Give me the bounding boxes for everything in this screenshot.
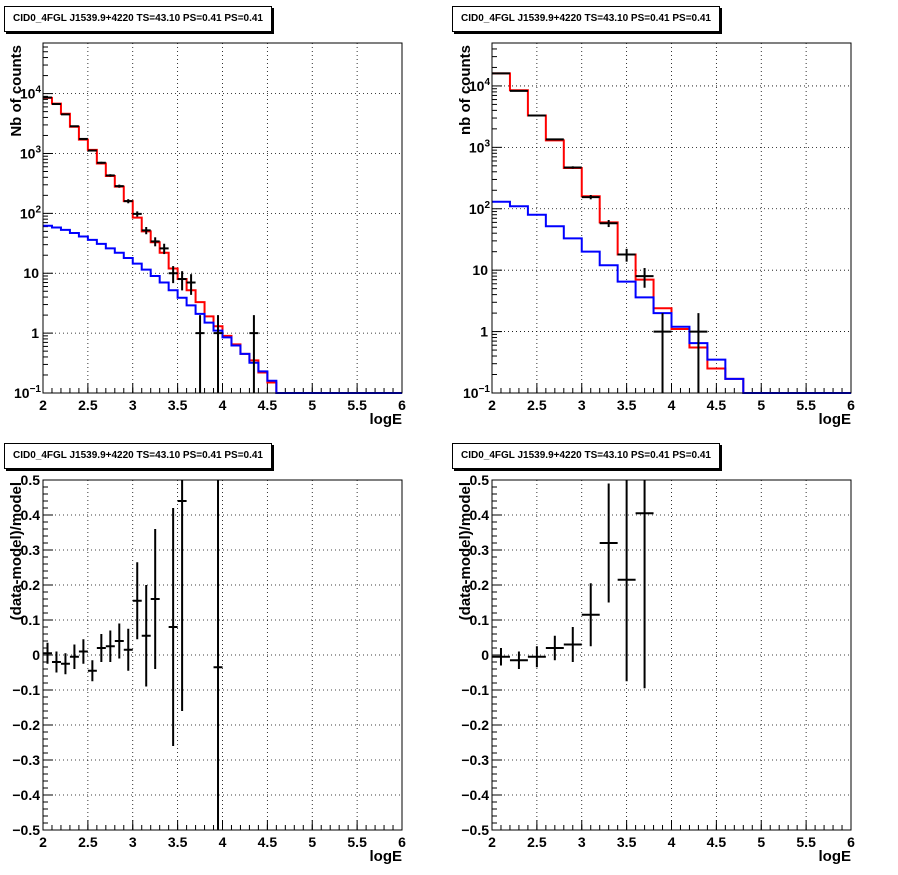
y-tick-label: −0.1 [12, 682, 40, 698]
x-tick-label: 2 [39, 397, 47, 413]
x-tick-label: 3 [578, 397, 586, 413]
y-tick-label: 0.2 [21, 577, 41, 593]
x-tick-label: 2.5 [78, 397, 98, 413]
x-tick-label: 5 [308, 834, 316, 850]
x-tick-label: 4.5 [258, 834, 278, 850]
y-tick-label: −0.3 [461, 752, 489, 768]
y-axis-label: Nb of counts [8, 45, 25, 137]
y-tick-label: 0.3 [21, 542, 41, 558]
y-axis-label: nb of counts [457, 45, 474, 135]
x-tick-label: 2 [488, 834, 496, 850]
x-tick-label: 6 [398, 834, 406, 850]
panel-title: CID0_4FGL J1539.9+4220 TS=43.10 PS=0.41 … [452, 443, 720, 469]
y-tick-label: 104 [20, 85, 42, 102]
panel-title: CID0_4FGL J1539.9+4220 TS=43.10 PS=0.41 … [4, 6, 272, 32]
x-tick-label: 4 [668, 834, 676, 850]
x-tick-label: 3 [129, 834, 137, 850]
component-model-histogram [492, 200, 851, 394]
x-tick-label: 6 [847, 397, 855, 413]
y-tick-label: 10 [472, 262, 488, 278]
y-tick-label: −0.4 [12, 787, 40, 803]
panel-title: CID0_4FGL J1539.9+4220 TS=43.10 PS=0.41 … [452, 6, 720, 32]
x-axis-label: logE [819, 411, 852, 428]
panel-title: CID0_4FGL J1539.9+4220 TS=43.10 PS=0.41 … [4, 443, 272, 469]
x-tick-label: 5.5 [347, 834, 367, 850]
x-tick-label: 5.5 [347, 397, 367, 413]
y-tick-label: −0.5 [461, 822, 489, 838]
plot-frame [42, 479, 403, 831]
y-tick-label: 0.1 [470, 612, 490, 628]
y-axis-label: (data-model)/model [457, 482, 474, 620]
total-model-histogram [43, 96, 402, 394]
x-tick-label: 2.5 [78, 834, 98, 850]
y-tick-label: −0.2 [461, 717, 489, 733]
x-tick-label: 6 [847, 834, 855, 850]
y-tick-label: 0.3 [470, 542, 490, 558]
x-tick-label: 2.5 [527, 834, 547, 850]
y-axis-label: (data-model)/model [8, 482, 25, 620]
y-tick-label: −0.4 [461, 787, 489, 803]
y-tick-label: 10−1 [463, 384, 490, 401]
plot-frame [42, 42, 403, 394]
y-tick-label: 102 [20, 204, 42, 221]
x-tick-label: 3.5 [617, 834, 637, 850]
x-tick-label: 4.5 [707, 834, 727, 850]
y-tick-label: 1 [31, 325, 39, 341]
plot-frame [491, 479, 852, 831]
y-tick-label: 0.2 [470, 577, 490, 593]
y-tick-label: 0.5 [21, 472, 41, 488]
x-axis-label: logE [370, 848, 403, 865]
y-tick-label: 103 [469, 138, 491, 155]
y-tick-label: 10−1 [14, 384, 41, 401]
y-tick-label: 0 [481, 647, 489, 663]
y-tick-label: 0.5 [470, 472, 490, 488]
x-tick-label: 4 [219, 397, 227, 413]
x-tick-label: 2.5 [527, 397, 547, 413]
total-model-histogram [492, 72, 851, 394]
x-tick-label: 4.5 [707, 397, 727, 413]
x-tick-label: 3.5 [168, 834, 188, 850]
residuals-panel-right: 2 2.5 3 3.5 4 4.5 5 5.5 6 −0.5 −0.4 −0.3 −0.2 −0.1 0 0.… [457, 472, 855, 865]
residuals-panel-left: 2 2.5 3 3.5 4 4.5 5 5.5 6 −0.5 −0.4 −0.3 −0.2 −0.1 0 0.… [8, 472, 406, 865]
x-tick-label: 4 [668, 397, 676, 413]
y-tick-label: 0.1 [21, 612, 41, 628]
y-tick-label: 1 [480, 324, 488, 340]
x-axis-label: logE [370, 411, 403, 428]
y-tick-label: −0.2 [12, 717, 40, 733]
y-tick-label: 103 [20, 144, 42, 161]
x-tick-label: 4 [219, 834, 227, 850]
x-tick-label: 2 [39, 834, 47, 850]
x-axis-label: logE [819, 848, 852, 865]
counts-panel-left: 2 2.5 3 3.5 4 4.5 5 5.5 6 10−1 1 10 102 103 104 logE Nb … [8, 42, 406, 428]
plot-frame [491, 42, 852, 394]
x-tick-label: 3 [129, 397, 137, 413]
x-tick-label: 5.5 [796, 834, 816, 850]
y-tick-label: 104 [469, 77, 491, 94]
y-tick-label: −0.5 [12, 822, 40, 838]
y-tick-label: 0 [32, 647, 40, 663]
x-tick-label: 2 [488, 397, 496, 413]
x-tick-label: 3 [578, 834, 586, 850]
x-tick-label: 3.5 [617, 397, 637, 413]
counts-panel-right: 2 2.5 3 3.5 4 4.5 5 5.5 6 10−1 1 10 102 103 104 logE nb … [457, 42, 855, 428]
y-tick-label: 102 [469, 200, 491, 217]
y-tick-label: −0.3 [12, 752, 40, 768]
y-tick-label: 0.4 [21, 507, 41, 523]
x-tick-label: 5 [308, 397, 316, 413]
y-tick-label: −0.1 [461, 682, 489, 698]
x-tick-label: 4.5 [258, 397, 278, 413]
y-tick-label: 0.4 [470, 507, 490, 523]
x-tick-label: 5.5 [796, 397, 816, 413]
x-tick-label: 5 [757, 397, 765, 413]
x-tick-label: 5 [757, 834, 765, 850]
y-tick-label: 10 [23, 265, 39, 281]
x-tick-label: 6 [398, 397, 406, 413]
x-tick-label: 3.5 [168, 397, 188, 413]
